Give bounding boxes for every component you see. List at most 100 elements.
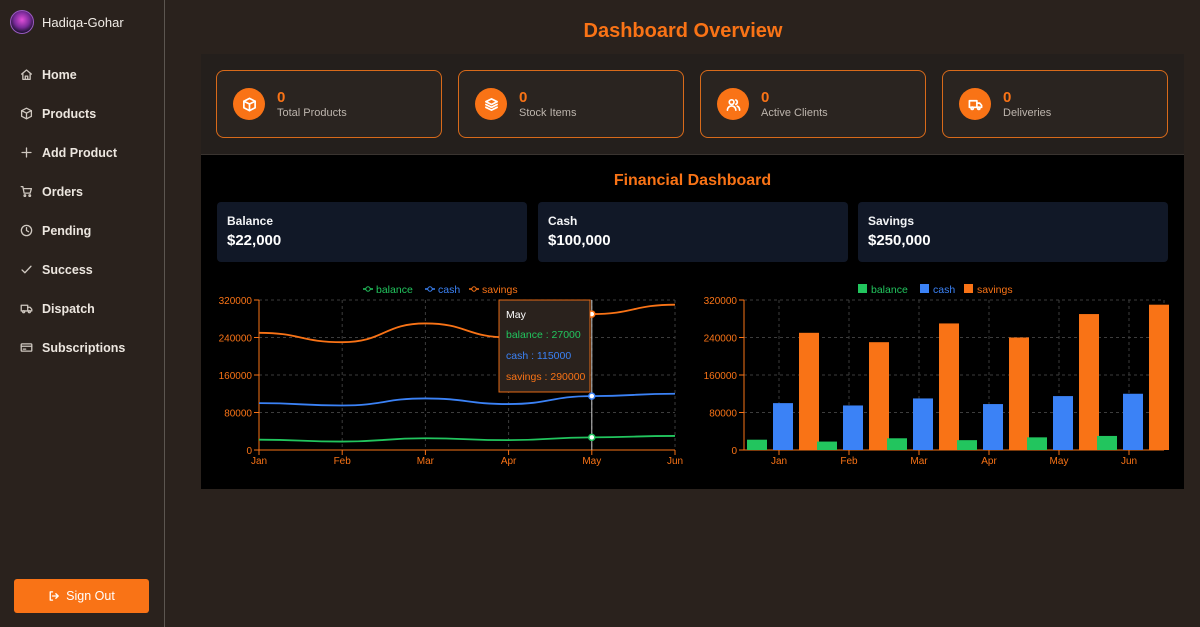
bar-savings-Feb[interactable] xyxy=(869,342,889,450)
legend-item-cash[interactable]: cash xyxy=(920,284,955,296)
stat-card-stock-items[interactable]: 0 Stock Items xyxy=(458,70,684,138)
x-tick-label: May xyxy=(582,456,601,467)
dashboard-panel: 0 Total Products 0 Stock Items 0 Active … xyxy=(201,54,1184,489)
x-tick-label: Jun xyxy=(667,456,683,467)
bar-balance-Jun[interactable] xyxy=(1097,435,1117,450)
stat-value: 0 xyxy=(277,88,286,106)
sidebar-item-label: Orders xyxy=(42,184,83,199)
series-line-balance[interactable] xyxy=(258,435,676,443)
home-icon xyxy=(20,69,33,81)
sidebar: Hadiqa-Gohar Home Products Add Product O… xyxy=(0,0,165,627)
sidebar-item-subscriptions[interactable]: Subscriptions xyxy=(0,328,164,367)
bar-savings-Jun[interactable] xyxy=(1149,304,1169,450)
sidebar-item-dispatch[interactable]: Dispatch xyxy=(0,289,164,328)
cart-icon xyxy=(20,185,33,198)
page-title: Dashboard Overview xyxy=(583,20,783,42)
bar-savings-May[interactable] xyxy=(1079,314,1099,450)
sidebar-item-success[interactable]: Success xyxy=(0,250,164,289)
bar-chart-container[interactable]: 0 80000 160000 240000 320000 Jan Feb Mar Apr May J… xyxy=(691,279,1184,479)
bar-balance-Jan[interactable] xyxy=(747,439,767,450)
y-tick-label: 160000 xyxy=(219,371,253,382)
layers-icon xyxy=(475,88,507,120)
legend-marker xyxy=(964,284,973,293)
bar-balance-Mar[interactable] xyxy=(887,438,907,450)
sign-out-label: Sign Out xyxy=(66,589,115,603)
legend-item-cash[interactable]: cash xyxy=(425,284,460,296)
bar-savings-Jan[interactable] xyxy=(799,332,819,450)
y-tick-label: 320000 xyxy=(704,296,738,307)
sidebar-item-label: Products xyxy=(42,106,97,121)
sign-out-button[interactable]: Sign Out xyxy=(14,579,149,613)
truck-icon xyxy=(959,88,991,120)
check-icon xyxy=(21,265,32,274)
line-chart[interactable]: 0 80000 160000 240000 320000 Jan Feb Mar Apr May J… xyxy=(201,279,691,479)
avatar xyxy=(10,10,34,34)
stat-label: Total Products xyxy=(277,106,347,119)
bar-cash-Jan[interactable] xyxy=(773,403,793,450)
sidebar-item-label: Success xyxy=(42,262,93,277)
financial-dashboard-title: Financial Dashboard xyxy=(613,172,772,189)
sidebar-item-add-product[interactable]: Add Product xyxy=(0,133,164,172)
legend-marker-dot xyxy=(427,286,433,292)
tooltip-title: May xyxy=(506,309,527,321)
bar-savings-Mar[interactable] xyxy=(939,323,959,450)
series-line-cash[interactable] xyxy=(258,392,676,407)
bar-savings-Apr[interactable] xyxy=(1009,337,1029,451)
sidebar-item-orders[interactable]: Orders xyxy=(0,172,164,211)
x-tick-label: Feb xyxy=(334,456,352,467)
brand-name: Hadiqa-Gohar xyxy=(42,14,124,30)
balance-label: Balance xyxy=(227,214,274,228)
stats-band: 0 Total Products 0 Stock Items 0 Active … xyxy=(201,54,1184,155)
sidebar-item-label: Add Product xyxy=(42,145,117,160)
bar-balance-May[interactable] xyxy=(1027,437,1047,450)
sign-out-icon xyxy=(49,591,59,601)
balance-value: $22,000 xyxy=(227,232,282,249)
bar-cash-Mar[interactable] xyxy=(913,398,933,450)
y-tick-label: 80000 xyxy=(224,409,252,420)
bar-cash-Feb[interactable] xyxy=(843,405,863,450)
cash-card: Cash $100,000 xyxy=(538,202,848,262)
savings-value: $250,000 xyxy=(868,232,931,249)
stat-label: Stock Items xyxy=(519,106,577,119)
legend-label: savings xyxy=(977,284,1013,296)
bar-cash-Apr[interactable] xyxy=(983,404,1003,450)
y-tick-label: 0 xyxy=(246,446,252,457)
bar-balance-Apr[interactable] xyxy=(957,440,977,450)
y-tick-label: 320000 xyxy=(219,296,253,307)
brand[interactable]: Hadiqa-Gohar xyxy=(10,10,124,34)
sidebar-item-home[interactable]: Home xyxy=(0,55,164,94)
bar-cash-Jun[interactable] xyxy=(1123,393,1143,450)
sidebar-item-pending[interactable]: Pending xyxy=(0,211,164,250)
stat-card-active-clients[interactable]: 0 Active Clients xyxy=(700,70,926,138)
series-line-savings[interactable] xyxy=(258,303,676,344)
bar-cash-May[interactable] xyxy=(1053,396,1073,450)
stat-value: 0 xyxy=(761,88,770,106)
clock-icon xyxy=(20,224,33,237)
legend-item-savings[interactable]: savings xyxy=(469,284,518,296)
y-tick-label: 0 xyxy=(731,446,737,457)
savings-card: Savings $250,000 xyxy=(858,202,1168,262)
legend-label: cash xyxy=(933,284,955,296)
legend-item-balance[interactable]: balance xyxy=(363,284,413,296)
active-dot-cash xyxy=(588,392,596,400)
legend-label: savings xyxy=(482,284,518,296)
x-tick-label: Feb xyxy=(840,456,858,467)
sidebar-item-label: Subscriptions xyxy=(42,340,126,355)
tooltip-line-balance: balance : 27000 xyxy=(506,329,581,341)
legend-label: balance xyxy=(376,284,413,296)
stat-card-total-products[interactable]: 0 Total Products xyxy=(216,70,442,138)
line-chart-container[interactable]: 0 80000 160000 240000 320000 Jan Feb Mar Apr May J… xyxy=(201,279,691,479)
sidebar-item-products[interactable]: Products xyxy=(0,94,164,133)
sidebar-item-label: Dispatch xyxy=(42,301,95,316)
legend-item-savings[interactable]: savings xyxy=(964,284,1013,296)
stat-card-deliveries[interactable]: 0 Deliveries xyxy=(942,70,1168,138)
bar-chart[interactable]: 0 80000 160000 240000 320000 Jan Feb Mar Apr May J… xyxy=(691,279,1184,479)
x-tick-label: Jan xyxy=(251,456,267,467)
legend-marker xyxy=(920,284,929,293)
legend-item-balance[interactable]: balance xyxy=(858,284,908,296)
bar-balance-Feb[interactable] xyxy=(817,441,837,450)
cash-value: $100,000 xyxy=(548,232,611,249)
x-tick-label: Jan xyxy=(771,456,787,467)
legend-label: cash xyxy=(438,284,460,296)
legend-marker-dot xyxy=(365,286,371,292)
